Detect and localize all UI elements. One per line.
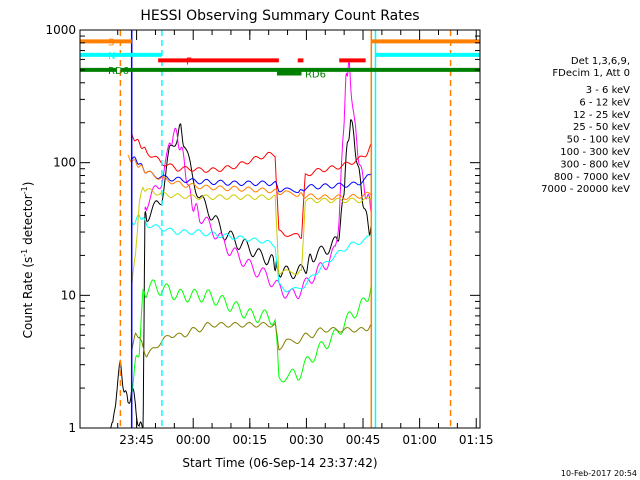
x-tick-label-5: 00:45 bbox=[346, 433, 381, 447]
flag-bar-label-1: S bbox=[108, 37, 114, 48]
plot-background bbox=[80, 30, 480, 428]
x-tick-label-2: 00:00 bbox=[176, 433, 211, 447]
x-tick-label-1: 23:45 bbox=[119, 433, 154, 447]
legend-label-8: 800 - 7000 keV bbox=[554, 172, 630, 183]
axes-layer: 1 10 100 1000 23:45 00:00 00:15 00:30 00:45 01:00… bbox=[45, 23, 493, 447]
y-axis-label: Count Rate (s-1 detector-1) bbox=[20, 182, 35, 339]
legend-label-3: 12 - 25 keV bbox=[573, 110, 630, 121]
series-line-9 bbox=[131, 321, 372, 358]
series-line-6 bbox=[131, 133, 372, 239]
legend-label-1: 3 - 6 keV bbox=[586, 85, 630, 96]
x-tick-label-7: 01:15 bbox=[459, 433, 494, 447]
legend-label-9: 7000 - 20000 keV bbox=[541, 184, 630, 195]
x-tick-label-3: 00:15 bbox=[233, 433, 268, 447]
series-line-8 bbox=[127, 154, 372, 201]
series-line-3 bbox=[131, 279, 372, 395]
x-tick-label-4: 00:30 bbox=[289, 433, 324, 447]
legend-header-1: Det 1,3,6,9, bbox=[571, 56, 630, 67]
series-line-1 bbox=[109, 119, 372, 429]
legend-header-2: FDecim 1, Att 0 bbox=[552, 68, 630, 79]
plot-frame bbox=[79, 29, 481, 429]
legend-label-5: 50 - 100 keV bbox=[567, 135, 631, 146]
footer-date: 10-Feb-2017 20:54 bbox=[561, 469, 637, 478]
y-tick-label-4: 1000 bbox=[45, 23, 76, 37]
flag-bar-label-5: RD6 bbox=[305, 70, 326, 81]
y-tick-label-2: 10 bbox=[61, 288, 76, 302]
series-line-7 bbox=[131, 156, 372, 193]
flag-bar-label-4: RD6 bbox=[108, 66, 129, 77]
legend-label-7: 300 - 800 keV bbox=[560, 159, 630, 170]
legend: Det 1,3,6,9, FDecim 1, Att 0 3 - 6 keV6 … bbox=[541, 56, 631, 195]
series-line-5 bbox=[131, 186, 372, 287]
chart-title: HESSI Observing Summary Count Rates bbox=[140, 8, 419, 24]
series-layer bbox=[109, 59, 372, 429]
annotation-layer: SN F RD6 RD6 bbox=[80, 30, 480, 428]
legend-label-2: 6 - 12 keV bbox=[579, 97, 630, 108]
plot-area bbox=[80, 30, 480, 428]
x-tick-label-6: 01:00 bbox=[402, 433, 437, 447]
y-tick-label-1: 1 bbox=[68, 421, 76, 435]
series-line-4 bbox=[131, 214, 372, 293]
legend-label-6: 100 - 300 keV bbox=[560, 147, 630, 158]
x-axis-label: Start Time (06-Sep-14 23:37:42) bbox=[182, 456, 377, 470]
flag-bar-label-2: N bbox=[108, 51, 115, 62]
flag-bar-label-3: F bbox=[186, 56, 192, 67]
legend-label-4: 25 - 50 keV bbox=[573, 122, 630, 133]
y-tick-label-3: 100 bbox=[53, 156, 76, 170]
